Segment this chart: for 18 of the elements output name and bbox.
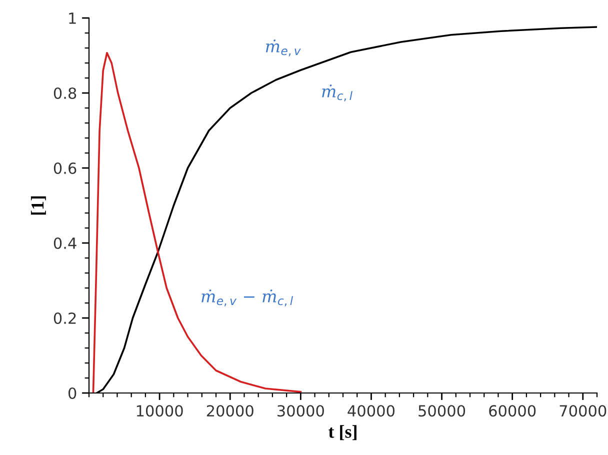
y-tick-label: 1 xyxy=(69,12,76,24)
annotation: ṁ$_{e,v}$ − ṁ$_{c,l}$ xyxy=(202,290,294,306)
x-tick-label: 10000 xyxy=(136,405,183,417)
annotation: ṁ$_{e,v}$ xyxy=(266,40,301,56)
x-tick-label: 50000 xyxy=(418,405,466,417)
y-tick-label: 0 xyxy=(68,387,76,400)
x-tick-label: 70000 xyxy=(560,405,606,417)
x-tick-label: 60000 xyxy=(489,405,536,417)
x-tick-label: 20000 xyxy=(206,405,254,417)
x-tick-label: 30000 xyxy=(278,405,324,417)
annotation: ṁ$_{c,l}$ xyxy=(322,84,352,102)
y-tick-label: 0.2 xyxy=(54,312,76,324)
x-tick-label: 40000 xyxy=(348,405,395,417)
y-tick-label: 0.6 xyxy=(54,162,76,174)
x-axis-title: t [s] xyxy=(328,425,356,440)
y-axis-title: [1] xyxy=(30,196,46,215)
y-tick-label: 0.8 xyxy=(54,87,76,100)
y-tick-label: 0.4 xyxy=(54,237,76,250)
